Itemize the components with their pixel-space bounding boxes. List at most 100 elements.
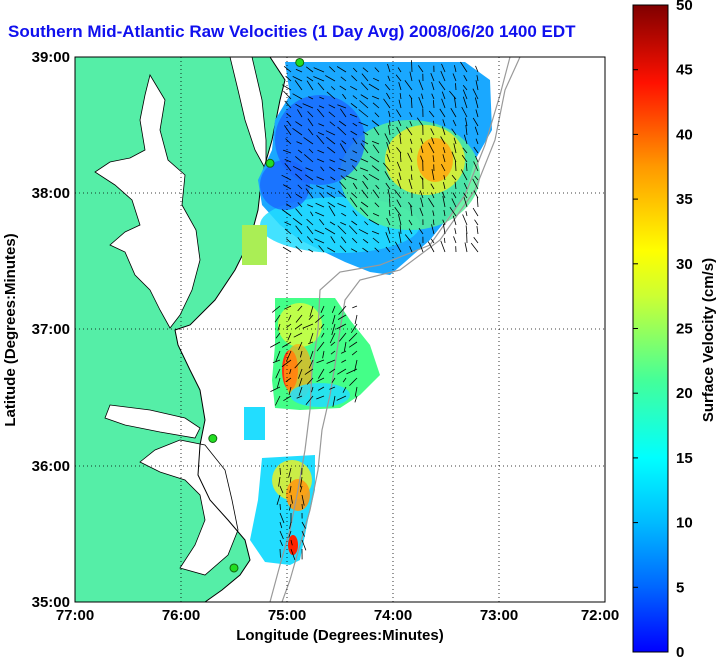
bathymetry-contour-2 xyxy=(269,57,511,602)
velocity-arrow xyxy=(443,209,446,217)
velocity-arrow xyxy=(306,76,314,82)
colorbar-tick-label: 45 xyxy=(676,62,693,79)
velocity-arrow xyxy=(350,130,358,136)
velocity-arrow xyxy=(452,119,457,127)
x-tick-label: 72:00 xyxy=(581,607,619,624)
velocity-arrow xyxy=(405,126,413,136)
velocity-arrow xyxy=(307,128,314,136)
velocity-arrow xyxy=(317,158,325,163)
velocity-arrow xyxy=(386,92,391,100)
velocity-arrow xyxy=(329,386,336,390)
velocity-arrow xyxy=(316,395,325,400)
velocity-arrow xyxy=(298,368,303,379)
velocity-arrow xyxy=(286,113,292,118)
velocity-arrow xyxy=(295,225,303,235)
velocity-arrow xyxy=(416,117,424,127)
velocity-arrow xyxy=(396,147,402,154)
velocity-arrow xyxy=(320,305,325,313)
velocity-arrow xyxy=(362,238,369,244)
velocity-arrow xyxy=(351,350,358,356)
velocity-arrow xyxy=(351,192,358,199)
velocity-arrow xyxy=(290,548,296,561)
velocity-arrow xyxy=(476,196,479,208)
velocity-arrow xyxy=(474,219,479,226)
velocity-arrow xyxy=(427,241,435,253)
velocity-arrow xyxy=(286,323,292,328)
velocity-arrow xyxy=(453,137,457,145)
velocity-arrow xyxy=(279,467,281,475)
velocity-arrow xyxy=(473,236,479,244)
colorbar-tick-label: 30 xyxy=(676,256,693,273)
velocity-arrow xyxy=(352,95,358,100)
velocity-arrow xyxy=(449,90,457,100)
velocity-arrow xyxy=(460,169,468,181)
velocity-arrow xyxy=(274,314,281,323)
velocity-arrow xyxy=(361,73,369,82)
velocity-arrow xyxy=(431,169,435,181)
velocity-arrow xyxy=(361,189,369,199)
velocity-arrow xyxy=(351,165,358,172)
velocity-arrow xyxy=(315,202,325,208)
velocity-arrow xyxy=(451,198,457,208)
velocity-arrow xyxy=(358,228,369,235)
velocity-arrow xyxy=(388,110,391,118)
velocity-arrow xyxy=(281,174,292,181)
velocity-arrow xyxy=(271,305,281,313)
velocity-arrow xyxy=(278,476,281,487)
velocity-arrow xyxy=(287,332,292,341)
velocity-arrow xyxy=(420,197,424,208)
velocity-arrow xyxy=(288,467,292,478)
velocity-arrow xyxy=(336,323,347,330)
velocity-arrow xyxy=(282,149,292,154)
velocity-arrow xyxy=(317,368,325,379)
velocity-arrow xyxy=(440,136,446,145)
velocity-arrow xyxy=(455,161,457,172)
velocity-arrow xyxy=(305,184,314,190)
velocity-arrow xyxy=(295,121,303,127)
velocity-arrow xyxy=(372,102,380,109)
velocity-arrow xyxy=(474,126,479,136)
hatteras-north-station xyxy=(208,434,218,443)
velocity-arrow xyxy=(326,185,336,190)
velocity-arrow xyxy=(340,236,347,244)
velocity-arrow xyxy=(329,166,336,172)
colorbar-tick-label: 0 xyxy=(676,644,684,659)
velocity-arrow xyxy=(327,247,336,253)
velocity-arrow xyxy=(295,68,303,73)
velocity-arrow xyxy=(418,79,424,91)
velocity-arrow xyxy=(279,485,284,494)
velocity-arrow xyxy=(298,377,303,387)
velocity-arrow xyxy=(374,67,380,73)
velocity-arrow xyxy=(462,214,468,226)
velocity-arrow xyxy=(292,165,303,172)
velocity-arrow xyxy=(441,191,446,199)
velocity-arrow xyxy=(472,117,479,127)
velocity-arrow xyxy=(450,107,457,118)
velocity-arrow xyxy=(289,476,292,483)
velocity-arrow xyxy=(358,109,369,118)
velocity-arrow xyxy=(298,341,303,350)
velocity-arrow xyxy=(421,93,424,100)
velocity-arrow xyxy=(330,86,336,91)
velocity-arrow xyxy=(372,77,380,82)
velocity-arrow xyxy=(360,201,369,208)
velocity-arrow xyxy=(306,80,314,91)
velocity-arrow xyxy=(283,184,292,190)
velocity-arrow xyxy=(362,67,369,73)
velocity-arrow xyxy=(374,202,380,208)
velocity-blue-low-2 xyxy=(260,160,310,210)
velocity-arrow xyxy=(316,108,325,118)
velocity-arrow xyxy=(404,234,413,244)
velocity-arrow xyxy=(369,155,380,163)
velocity-arrow xyxy=(284,221,292,226)
velocity-arrow xyxy=(304,154,314,163)
velocity-arrow xyxy=(339,158,347,163)
velocity-arrow xyxy=(274,395,281,406)
velocity-arrow xyxy=(472,207,479,217)
velocity-arrow xyxy=(292,217,303,226)
velocity-arrow xyxy=(420,138,424,145)
colorbar-tick-label: 40 xyxy=(676,126,693,143)
velocity-south-orange xyxy=(286,479,310,511)
velocity-arrow xyxy=(473,161,479,172)
velocity-arrow xyxy=(306,218,314,226)
